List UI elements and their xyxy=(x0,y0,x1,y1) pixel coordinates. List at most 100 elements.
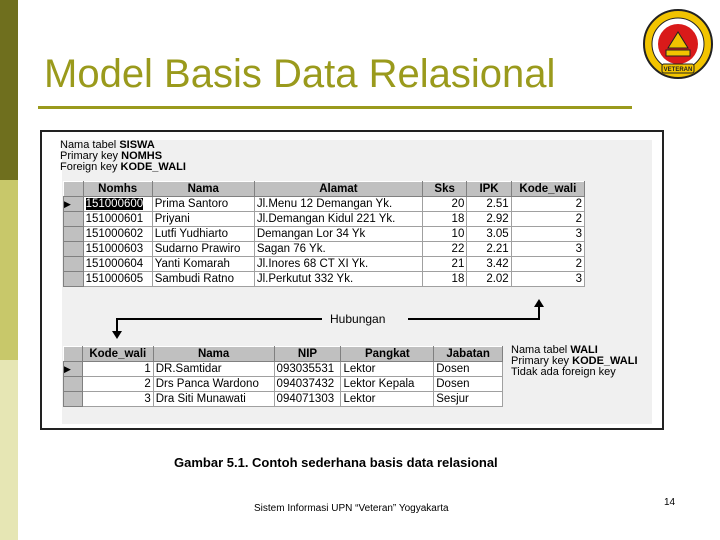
table-cell[interactable]: Lektor Kepala xyxy=(340,376,435,392)
table-cell[interactable]: 18 xyxy=(421,271,468,287)
column-header[interactable]: Pangkat xyxy=(340,346,435,362)
table-cell[interactable]: Sesjur xyxy=(433,391,503,407)
table-cell[interactable]: 3 xyxy=(510,226,586,242)
table-cell[interactable]: 151000604 xyxy=(82,256,153,272)
table-cell[interactable]: Prima Santoro xyxy=(151,196,255,212)
table-cell[interactable]: 151000600 xyxy=(82,196,153,212)
table-cell[interactable]: 2.21 xyxy=(466,241,512,257)
table-row[interactable]: 2 Drs Panca Wardono 094037432 Lektor Kep… xyxy=(63,376,503,392)
wali-info: Nama tabel WALI Primary key KODE_WALI Ti… xyxy=(511,344,638,378)
column-header[interactable]: Nomhs xyxy=(82,181,153,197)
table-cell[interactable]: Lektor xyxy=(340,361,435,377)
logo-text: VETERAN xyxy=(664,67,693,73)
connector-line-right-horizontal xyxy=(408,318,540,320)
table-cell[interactable]: Yanti Komarah xyxy=(151,256,255,272)
slide-title: Model Basis Data Relasional xyxy=(44,52,556,96)
table-cell[interactable]: 3 xyxy=(81,391,154,407)
table-row[interactable]: 151000602 Lutfi Yudhiarto Demangan Lor 3… xyxy=(63,226,586,242)
current-record-pointer-icon: ▶ xyxy=(64,199,71,209)
column-header[interactable]: Alamat xyxy=(253,181,423,197)
table-cell[interactable]: 2 xyxy=(510,211,586,227)
column-header[interactable]: Nama xyxy=(151,181,255,197)
table-row[interactable]: 151000604 Yanti Komarah Jl.Inores 68 CT … xyxy=(63,256,586,272)
table-cell[interactable]: Dra Siti Munawati xyxy=(152,391,275,407)
table-row[interactable]: 151000605 Sambudi Ratno Jl.Perkutut 332 … xyxy=(63,271,586,287)
table-cell[interactable]: 094037432 xyxy=(273,376,342,392)
table-cell[interactable]: 151000605 xyxy=(82,271,153,287)
table-cell[interactable]: Jl.Menu 12 Demangan Yk. xyxy=(253,196,423,212)
table-row[interactable]: ▶ 1 DR.Samtidar 093035531 Lektor Dosen xyxy=(63,361,503,377)
table-cell[interactable]: Drs Panca Wardono xyxy=(152,376,275,392)
table-cell[interactable]: 2.92 xyxy=(466,211,512,227)
side-band-light xyxy=(0,360,18,540)
table-cell[interactable]: 21 xyxy=(421,256,468,272)
row-selector[interactable] xyxy=(63,391,83,407)
table-header-row: Kode_wali Nama NIP Pangkat Jabatan xyxy=(63,346,503,362)
table-cell[interactable]: 20 xyxy=(421,196,468,212)
table-cell[interactable]: Priyani xyxy=(151,211,255,227)
row-selector[interactable] xyxy=(63,271,84,287)
table-cell[interactable]: Sagan 76 Yk. xyxy=(253,241,423,257)
table-cell[interactable]: 2 xyxy=(510,256,586,272)
column-header[interactable]: Jabatan xyxy=(433,346,503,362)
table-cell[interactable]: Dosen xyxy=(433,361,503,377)
column-header[interactable]: IPK xyxy=(466,181,512,197)
table-cell[interactable]: 2.51 xyxy=(466,196,512,212)
table-cell[interactable]: Jl.Demangan Kidul 221 Yk. xyxy=(253,211,423,227)
siswa-info: Nama tabel SISWA Primary key NOMHS Forei… xyxy=(60,139,186,173)
table-cell[interactable]: Sambudi Ratno xyxy=(151,271,255,287)
table-cell[interactable]: Dosen xyxy=(433,376,503,392)
table-cell[interactable]: Sudarno Prawiro xyxy=(151,241,255,257)
column-header[interactable]: Kode_wali xyxy=(81,346,154,362)
table-cell[interactable]: 10 xyxy=(421,226,468,242)
footer-text: Sistem Informasi UPN “Veteran” Yogyakart… xyxy=(254,503,449,514)
table-cell[interactable]: 3.05 xyxy=(466,226,512,242)
title-underline xyxy=(38,106,632,109)
table-cell[interactable]: 151000603 xyxy=(82,241,153,257)
table-cell[interactable]: Jl.Perkutut 332 Yk. xyxy=(253,271,423,287)
arrow-up-icon xyxy=(534,299,544,307)
wali-table: Kode_wali Nama NIP Pangkat Jabatan ▶ 1 D… xyxy=(63,346,503,407)
arrow-down-icon xyxy=(112,331,122,339)
table-cell[interactable]: 3 xyxy=(510,271,586,287)
table-row[interactable]: 151000601 Priyani Jl.Demangan Kidul 221 … xyxy=(63,211,586,227)
figure-caption: Gambar 5.1. Contoh sederhana basis data … xyxy=(174,455,498,470)
row-selector[interactable] xyxy=(63,211,84,227)
table-row[interactable]: ▶ 151000600 Prima Santoro Jl.Menu 12 Dem… xyxy=(63,196,586,212)
current-record-pointer-icon: ▶ xyxy=(64,364,71,374)
table-header-row: Nomhs Nama Alamat Sks IPK Kode_wali xyxy=(63,181,586,197)
table-cell[interactable]: Jl.Inores 68 CT XI Yk. xyxy=(253,256,423,272)
row-selector[interactable] xyxy=(63,256,84,272)
row-selector[interactable]: ▶ xyxy=(63,361,83,377)
row-selector-header xyxy=(63,181,84,197)
row-selector[interactable] xyxy=(63,226,84,242)
row-selector[interactable]: ▶ xyxy=(63,196,84,212)
table-row[interactable]: 3 Dra Siti Munawati 094071303 Lektor Ses… xyxy=(63,391,503,407)
table-cell[interactable]: 2.02 xyxy=(466,271,512,287)
row-selector[interactable] xyxy=(63,376,83,392)
table-cell[interactable]: DR.Samtidar xyxy=(152,361,275,377)
table-cell[interactable]: Lektor xyxy=(340,391,435,407)
table-cell[interactable]: Demangan Lor 34 Yk xyxy=(253,226,423,242)
page-number: 14 xyxy=(664,497,676,508)
connector-line-left-horizontal xyxy=(116,318,322,320)
table-cell[interactable]: 3 xyxy=(510,241,586,257)
table-row[interactable]: 151000603 Sudarno Prawiro Sagan 76 Yk. 2… xyxy=(63,241,586,257)
table-cell[interactable]: 22 xyxy=(421,241,468,257)
table-cell[interactable]: 2 xyxy=(81,376,154,392)
table-cell[interactable]: 1 xyxy=(81,361,154,377)
table-cell[interactable]: 2 xyxy=(510,196,586,212)
column-header[interactable]: Sks xyxy=(421,181,468,197)
column-header[interactable]: Kode_wali xyxy=(510,181,586,197)
table-cell[interactable]: Lutfi Yudhiarto xyxy=(151,226,255,242)
table-cell[interactable]: 093035531 xyxy=(273,361,342,377)
table-cell[interactable]: 151000601 xyxy=(82,211,153,227)
table-cell[interactable]: 151000602 xyxy=(82,226,153,242)
column-header[interactable]: NIP xyxy=(273,346,342,362)
side-band-medium xyxy=(0,180,18,360)
table-cell[interactable]: 18 xyxy=(421,211,468,227)
row-selector[interactable] xyxy=(63,241,84,257)
table-cell[interactable]: 3.42 xyxy=(466,256,512,272)
column-header[interactable]: Nama xyxy=(152,346,275,362)
table-cell[interactable]: 094071303 xyxy=(273,391,342,407)
